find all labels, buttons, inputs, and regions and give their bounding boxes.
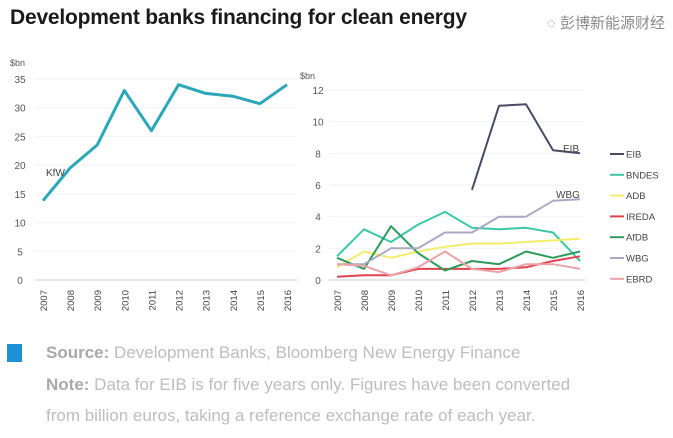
series-line-afdb — [336, 225, 581, 272]
y-tick-label: 0 — [17, 276, 23, 287]
y-tick-label: 2 — [315, 244, 321, 255]
x-tick-label: 2007 — [333, 290, 344, 311]
y-tick-label: 0 — [315, 276, 321, 287]
series-line-kfw — [41, 83, 288, 202]
x-tick-label: 2015 — [256, 290, 267, 311]
y-tick-label: 20 — [14, 161, 26, 172]
chart-title: Development banks financing for clean en… — [10, 6, 467, 29]
legend-label-afdb: AfDB — [626, 233, 648, 244]
y-tick-label: 10 — [312, 118, 324, 129]
series-line-ebrd — [336, 250, 581, 277]
wechat-icon: ◌ — [546, 15, 560, 32]
legend-label-bndes: BNDES — [626, 170, 659, 181]
legend-label-ebrd: EBRD — [626, 274, 653, 285]
x-tick-label: 2011 — [441, 290, 452, 310]
annotation-wbg: WBG — [556, 190, 580, 201]
y-tick-label: 35 — [14, 75, 26, 86]
x-tick-label: 2014 — [229, 290, 240, 311]
x-tick-label: 2008 — [360, 290, 371, 311]
x-tick-label: 2011 — [147, 290, 158, 310]
note-line: Note: Data for EIB is for five years onl… — [46, 375, 570, 395]
series-label-kfw: KfW — [46, 168, 65, 179]
y-tick-label: 30 — [14, 104, 26, 115]
source-text: Development Banks, Bloomberg New Energy … — [109, 343, 521, 362]
y-tick-label: 8 — [315, 149, 321, 160]
x-tick-label: 2013 — [495, 290, 506, 311]
legend-label-eib: EIB — [626, 150, 641, 161]
x-tick-label: 2009 — [387, 290, 398, 311]
x-tick-label: 2013 — [202, 290, 213, 311]
y-axis-unit: $bn — [300, 71, 315, 81]
series-line-wbg — [337, 198, 581, 266]
source-accent-square — [7, 344, 22, 362]
series-line-adb — [336, 237, 581, 269]
y-axis-unit: $bn — [10, 58, 25, 68]
x-tick-label: 2014 — [522, 290, 533, 311]
y-tick-label: 6 — [315, 181, 321, 192]
note-text: Data for EIB is for five years only. Fig… — [89, 375, 571, 394]
annotation-eib: EIB — [563, 144, 579, 155]
x-tick-label: 2015 — [549, 290, 560, 311]
series-line-eib — [471, 103, 581, 191]
y-tick-label: 25 — [14, 132, 26, 143]
x-tick-label: 2012 — [468, 290, 479, 311]
x-tick-label: 2007 — [39, 290, 50, 311]
source-line: Source: Development Banks, Bloomberg New… — [46, 343, 520, 363]
x-tick-label: 2009 — [93, 290, 104, 311]
y-tick-label: 10 — [14, 219, 26, 230]
x-tick-label: 2016 — [576, 290, 587, 311]
legend-label-wbg: WBG — [626, 254, 649, 265]
note-label: Note: — [46, 375, 90, 394]
watermark: ◌ 彭博新能源财经 — [546, 15, 665, 32]
x-tick-label: 2016 — [283, 290, 294, 311]
y-tick-label: 12 — [312, 86, 324, 97]
source-label: Source: — [46, 343, 110, 362]
x-tick-label: 2010 — [120, 290, 131, 311]
x-tick-label: 2012 — [175, 290, 186, 311]
y-tick-label: 5 — [17, 247, 23, 258]
legend-label-adb: ADB — [626, 191, 646, 202]
y-tick-label: 4 — [315, 213, 321, 224]
legend-label-ireda: IREDA — [626, 212, 656, 223]
note-line-2: from billion euros, taking a reference e… — [46, 406, 536, 425]
x-tick-label: 2010 — [414, 290, 425, 311]
y-tick-label: 15 — [14, 190, 26, 201]
series-line-bndes — [336, 210, 581, 262]
x-tick-label: 2008 — [66, 290, 77, 311]
